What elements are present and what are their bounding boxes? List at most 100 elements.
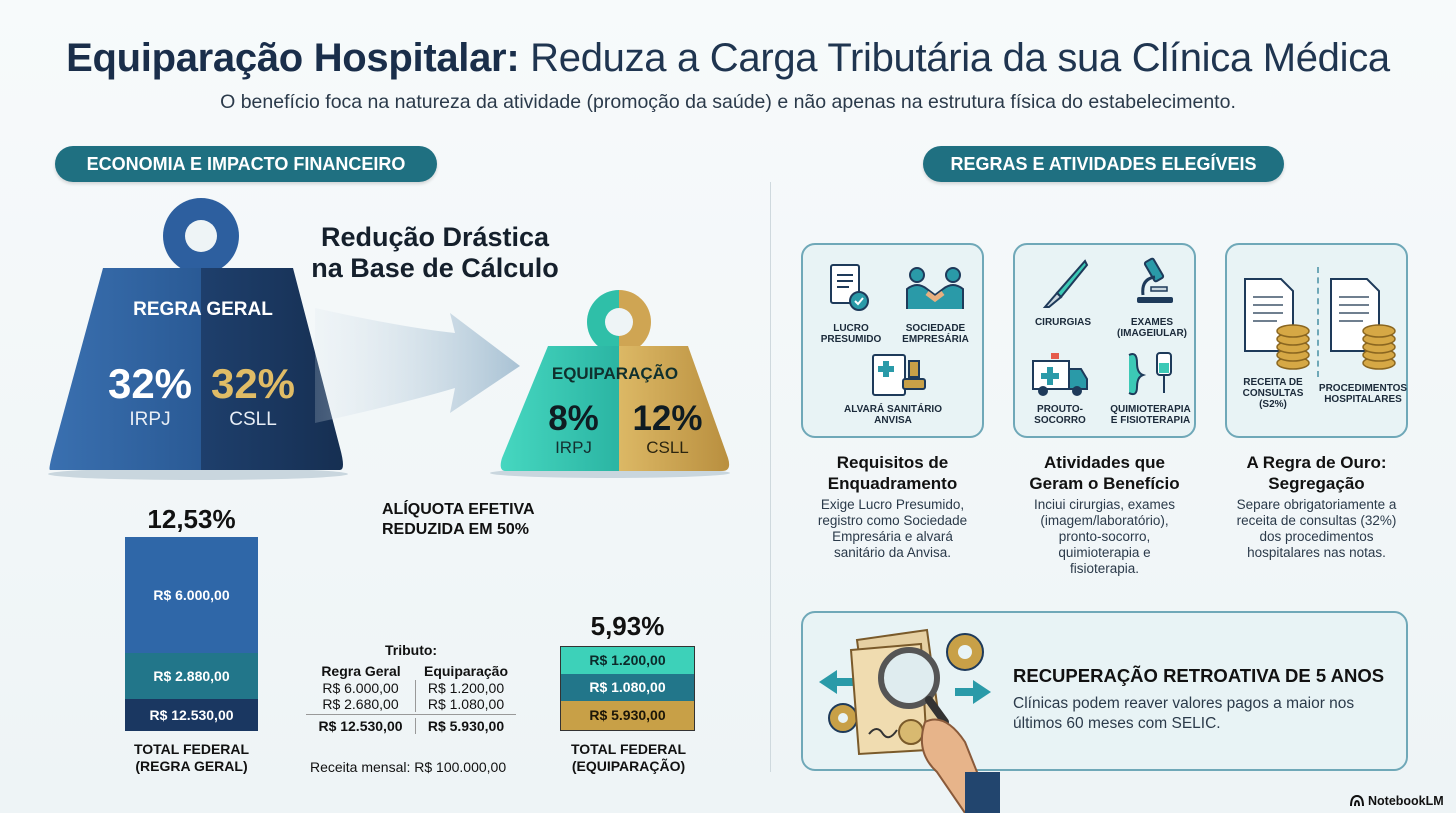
equip-irpj-pct: 8% <box>548 399 599 438</box>
pronto-socorro-label: PROUTO- SOCORRO <box>1025 404 1095 426</box>
weight-equiparacao-icon <box>490 290 730 478</box>
body-line: hospitalares nas notas. <box>1247 545 1386 560</box>
recovery-body-line2: últimos 60 meses com SELIC. <box>1013 715 1221 732</box>
table-col1-header: Regra Geral <box>321 663 401 679</box>
geral-caption-line1: TOTAL FEDERAL <box>133 741 250 757</box>
aliquota-text: ALÍQUOTA EFETIVA REDUZIDA EM 50% <box>382 500 535 540</box>
procedimentos-label: PROCEDIMENTOS HOSPITALARES <box>1317 383 1409 405</box>
geral-bar-caption: TOTAL FEDERAL (REGRA GERAL) <box>105 741 278 775</box>
title-line: Segregação <box>1268 474 1365 493</box>
card3-body: Separe obrigatoriamente a receita de cons… <box>1219 497 1414 561</box>
body-line: quimioterapia e <box>1058 545 1151 560</box>
recovery-body: Clínicas podem reaver valores pagos a ma… <box>1013 694 1354 734</box>
invoice-coins-icon <box>1244 278 1310 370</box>
label-line: CONSULTAS <box>1242 388 1304 399</box>
notebooklm-logo-icon <box>1350 795 1364 807</box>
body-line: registro como Sociedade <box>817 513 968 528</box>
label-line: EMPRESÁRIA <box>902 334 969 345</box>
table-cell: R$ 2.680,00 <box>306 696 416 712</box>
body-line: fisioterapia. <box>1069 561 1140 576</box>
equip-irpj-label: IRPJ <box>555 438 592 457</box>
label-line: (IMAGEIULAR) <box>1117 328 1187 339</box>
table-cell: R$ 1.200,00 <box>427 680 505 696</box>
label-line: RECEITA DE <box>1243 377 1303 388</box>
body-line: dos procedimentos <box>1259 529 1374 544</box>
label-line: EXAMES <box>1130 317 1174 328</box>
magnifier-documents-icon <box>819 628 1000 813</box>
equip-bar-seg3: R$ 5.930,00 <box>561 701 694 730</box>
geral-stacked-bar: R$ 6.000,00 R$ 2.880,00 R$ 12.530,00 <box>125 537 258 731</box>
geral-caption-line2: (REGRA GERAL) <box>135 758 248 774</box>
headline: Redução Drástica na Base de Cálculo <box>290 222 580 284</box>
equip-bar-caption: TOTAL FEDERAL (EQUIPARAÇÃO) <box>542 741 715 775</box>
table-cell: R$ 6.000,00 <box>306 680 416 696</box>
document-check-icon <box>830 264 869 311</box>
card1-body: Exige Lucro Presumido, registro como Soci… <box>795 497 990 561</box>
geral-irpj-label: IRPJ <box>129 409 171 430</box>
recovery-body-line1: Clínicas podem reaver valores pagos a ma… <box>1013 695 1355 712</box>
label-line: PROCEDIMENTOS <box>1318 383 1408 394</box>
geral-csll-pct: 32% <box>210 360 296 407</box>
aliquota-line1: ALÍQUOTA EFETIVA <box>382 501 535 518</box>
card2-title: Atividades que Geram o Benefício <box>1007 452 1202 494</box>
receita-consultas-label: RECEITA DE CONSULTAS (S2%) <box>1233 377 1313 410</box>
body-line: Separe obrigatoriamente a <box>1236 497 1397 512</box>
table-cell: R$ 1.080,00 <box>427 696 505 712</box>
equip-csll-label: CSLL <box>646 438 689 457</box>
geral-bar-seg2: R$ 2.880,00 <box>125 653 258 699</box>
label-line: QUIMIOTERAPIA <box>1110 404 1191 415</box>
title-bold: Equiparação Hospitalar: <box>66 36 520 80</box>
exames-label: EXAMES (IMAGEIULAR) <box>1107 317 1197 339</box>
headline-line2: na Base de Cálculo <box>311 253 559 283</box>
economia-pill: ECONOMIA E IMPACTO FINANCEIRO <box>55 146 437 182</box>
equip-bar-pct: 5,93% <box>590 611 665 641</box>
equip-caption-line2: (EQUIPARAÇÃO) <box>571 758 686 774</box>
table-col2-header: Equiparação <box>423 663 509 679</box>
geral-bar-seg3: R$ 12.530,00 <box>125 699 258 731</box>
geral-csll-label: CSLL <box>229 409 277 430</box>
comparison-table: Regra Geral Equiparação R$ 6.000,00 R$ 1… <box>306 663 516 734</box>
title-line: Atividades que <box>1044 453 1165 472</box>
label-line: E FISIOTERAPIA <box>1110 415 1191 426</box>
page-subtitle: O benefício foca na natureza da atividad… <box>220 91 1236 113</box>
segregation-divider <box>1317 267 1319 377</box>
geral-bar-pct: 12,53% <box>147 504 236 534</box>
label-line: SOCIEDADE <box>905 323 966 334</box>
iv-drip-joint-icon <box>1128 352 1172 396</box>
brand-footer: NotebookLM <box>1350 794 1444 808</box>
quimio-fisio-label: QUIMIOTERAPIA E FISIOTERAPIA <box>1103 404 1198 426</box>
geral-irpj-pct: 32% <box>107 360 193 407</box>
label-line: LUCRO <box>833 323 869 334</box>
equip-stacked-bar: R$ 1.200,00 R$ 1.080,00 R$ 5.930,00 <box>560 646 695 731</box>
card1-title: Requisitos de Enquadramento <box>795 452 990 494</box>
label-line: PRESUMIDO <box>820 334 882 345</box>
recovery-title: RECUPERAÇÃO RETROATIVA DE 5 ANOS <box>1013 665 1385 686</box>
label-line: (S2%) <box>1259 399 1287 410</box>
title-line: Requisitos de <box>836 453 949 472</box>
body-line: (imagem/laboratório), <box>1040 513 1169 528</box>
label-line: ANVISA <box>874 415 912 426</box>
table-caption: Tributo: <box>385 642 438 658</box>
title-rest: Reduza a Carga Tributária da sua Clínica… <box>519 36 1390 80</box>
ambulance-icon <box>1032 353 1088 396</box>
section-divider <box>770 182 771 772</box>
card3-title: A Regra de Ouro: Segregação <box>1219 452 1414 494</box>
brand-name: NotebookLM <box>1368 794 1444 808</box>
handshake-icon <box>906 267 964 309</box>
card-segregacao: RECEITA DE CONSULTAS (S2%) PROCEDIMENTOS HO… <box>1225 243 1408 438</box>
title-line: A Regra de Ouro: <box>1246 453 1387 472</box>
equip-csll-pct: 12% <box>632 399 703 438</box>
microscope-icon <box>1137 257 1173 303</box>
arrow-right-icon <box>315 308 520 423</box>
cirurgias-label: CIRURGIAS <box>1034 317 1092 328</box>
license-stamp-icon <box>872 354 926 396</box>
scalpel-icon <box>1042 259 1089 308</box>
equip-bar-seg2: R$ 1.080,00 <box>561 674 694 701</box>
alvara-anvisa-label: ALVARÁ SANITÁRIO ANVISA <box>833 404 953 426</box>
label-line: ALVARÁ SANITÁRIO <box>844 404 942 415</box>
weight-regra-geral-icon <box>48 198 348 480</box>
label-line: PROUTO- <box>1037 404 1083 415</box>
body-line: Empresária e alvará <box>832 529 953 544</box>
label-line: SOCORRO <box>1034 415 1086 426</box>
lucro-presumido-label: LUCRO PRESUMIDO <box>811 323 891 345</box>
